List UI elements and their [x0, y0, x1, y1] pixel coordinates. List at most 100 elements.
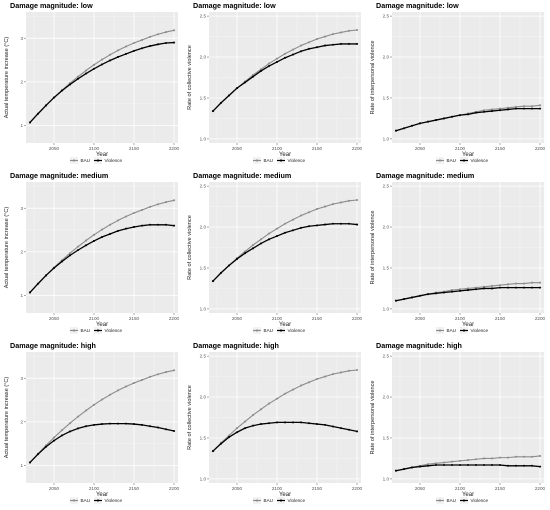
legend-key-point	[462, 329, 466, 332]
y-tick-label: 1.5	[383, 266, 390, 271]
data-point-violence	[227, 436, 231, 439]
data-point-violence	[76, 249, 80, 252]
data-point-bau	[148, 375, 152, 378]
legend-key-point	[255, 329, 259, 332]
y-axis-label: Rate of collective violence	[187, 385, 193, 450]
x-tick-label: 2050	[415, 486, 426, 491]
y-tick-label: 2.5	[383, 184, 390, 189]
data-point-violence	[299, 421, 303, 424]
data-point-bau	[172, 199, 176, 202]
data-point-bau	[458, 288, 462, 291]
data-point-violence	[402, 127, 406, 130]
data-point-violence	[84, 244, 88, 247]
y-tick-label: 1.0	[200, 137, 207, 142]
data-point-violence	[28, 121, 32, 124]
data-point-bau	[164, 371, 168, 374]
data-point-bau	[498, 284, 502, 287]
chart-panel: 2050 2100 2150 2200 1.0 1.5 2.0 2.5 Damage magni…	[366, 340, 549, 510]
data-point-bau	[172, 369, 176, 372]
legend-key-point	[438, 499, 442, 502]
data-point-violence	[44, 104, 48, 107]
data-point-violence	[235, 87, 239, 90]
data-point-violence	[259, 69, 263, 72]
data-point-violence	[490, 287, 494, 290]
legend-label: BAU	[447, 498, 456, 503]
data-point-bau	[498, 107, 502, 110]
data-point-violence	[514, 286, 518, 289]
legend-label: BAU	[81, 498, 90, 503]
data-point-violence	[164, 41, 168, 45]
data-point-violence	[339, 222, 343, 225]
data-point-violence	[219, 101, 223, 104]
y-tick-label: 1.5	[200, 436, 207, 441]
data-point-violence	[92, 239, 96, 242]
y-tick-label: 2.0	[200, 395, 207, 400]
panel-title: Damage magnitude: medium	[376, 171, 474, 180]
data-point-bau	[482, 457, 486, 460]
legend-label: Violence	[105, 498, 123, 503]
panel-title: Damage magnitude: high	[10, 341, 96, 350]
data-point-violence	[482, 110, 486, 113]
data-point-violence	[124, 52, 128, 55]
data-point-violence	[450, 463, 454, 467]
data-point-violence	[148, 45, 152, 48]
data-point-violence	[44, 274, 48, 277]
legend-key-point	[255, 499, 259, 502]
data-point-violence	[164, 428, 168, 431]
x-tick-label: 2100	[89, 316, 100, 321]
data-point-violence	[347, 222, 351, 225]
data-point-violence	[235, 431, 239, 434]
data-point-violence	[172, 429, 176, 433]
data-point-bau	[450, 289, 454, 292]
x-tick-label: 2200	[535, 486, 546, 491]
data-point-violence	[506, 464, 510, 467]
data-point-violence	[267, 422, 271, 425]
x-tick-label: 2100	[272, 316, 283, 321]
data-point-violence	[355, 430, 359, 433]
data-point-violence	[267, 64, 271, 68]
data-point-bau	[339, 371, 343, 374]
panel-title: Damage magnitude: low	[10, 1, 93, 10]
chart-svg: 2050 2100 2150 2200 1.0 1.5 2.0 2.5 Damage magni…	[187, 341, 363, 504]
data-point-bau	[132, 381, 136, 385]
y-axis-label: Rate of collective violence	[187, 215, 193, 280]
data-point-bau	[92, 63, 96, 66]
data-point-bau	[92, 403, 96, 406]
data-point-bau	[132, 211, 136, 215]
legend-key-point	[279, 499, 283, 502]
data-point-bau	[315, 377, 319, 381]
x-tick-label: 2200	[535, 316, 546, 321]
data-point-violence	[514, 464, 518, 467]
data-point-violence	[36, 282, 40, 285]
data-point-bau	[76, 75, 80, 78]
x-tick-label: 2150	[129, 486, 140, 491]
data-point-violence	[474, 111, 478, 114]
legend-key-point	[438, 329, 442, 332]
data-point-violence	[522, 107, 526, 110]
x-axis-label: Year	[279, 322, 291, 328]
data-point-violence	[339, 427, 343, 430]
y-tick-label: 2.0	[200, 225, 207, 230]
data-point-bau	[76, 415, 80, 418]
data-point-violence	[28, 461, 32, 464]
x-tick-label: 2200	[535, 146, 546, 151]
data-point-violence	[323, 223, 327, 226]
y-axis-label: Actual temperature increase (°C)	[4, 207, 10, 289]
data-point-violence	[243, 81, 247, 84]
data-point-violence	[164, 223, 168, 226]
x-tick-label: 2150	[495, 146, 506, 151]
data-point-bau	[506, 283, 510, 286]
data-point-bau	[259, 238, 263, 241]
data-point-violence	[426, 120, 430, 123]
panel-title: Damage magnitude: low	[376, 1, 459, 10]
data-point-bau	[132, 41, 136, 45]
x-axis-label: Year	[96, 322, 108, 328]
data-point-violence	[355, 42, 359, 45]
data-point-bau	[538, 454, 542, 458]
x-axis-label: Year	[96, 492, 108, 498]
data-point-bau	[164, 201, 168, 204]
data-point-violence	[116, 229, 120, 232]
chart-svg: 2050 2100 2150 2200 1.0 1.5 2.0 2.5 Damage magni…	[187, 171, 363, 334]
data-point-violence	[140, 224, 144, 227]
data-point-bau	[498, 456, 502, 459]
